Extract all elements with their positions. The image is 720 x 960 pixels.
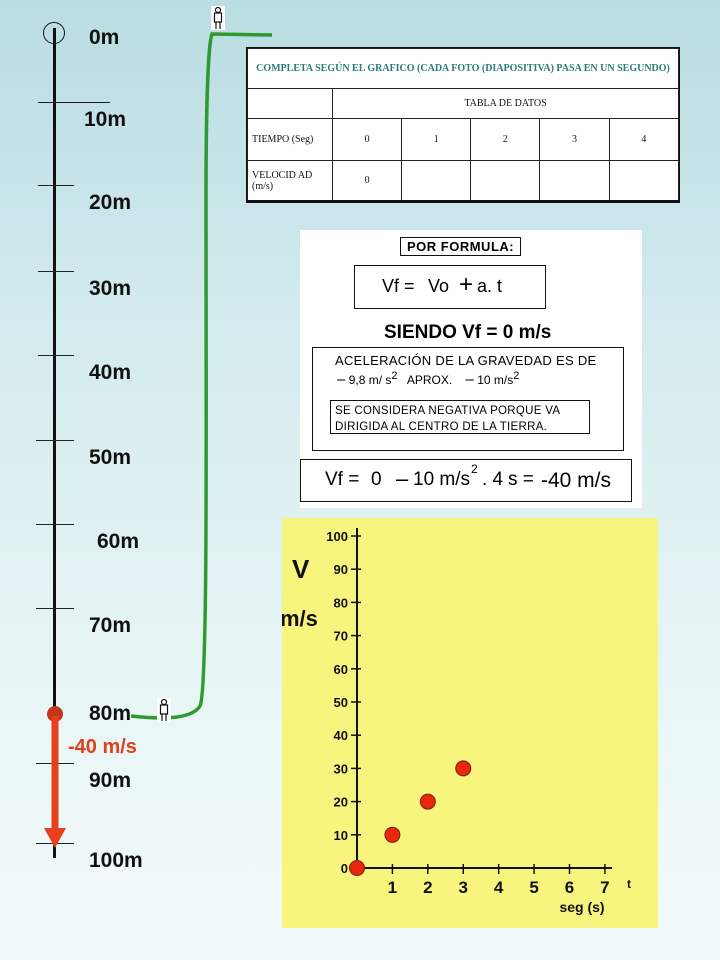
height-label: 10m [84,108,127,131]
velocity-cell[interactable]: 0 [331,160,403,203]
y-tick-label: 80 [334,595,348,610]
time-cell: 3 [539,118,610,162]
formula-title: POR FORMULA: [400,237,522,256]
height-label: 20m [89,191,132,214]
y-tick-label: 40 [334,728,348,743]
data-point [384,826,401,843]
formula-part: Vf = [325,469,360,490]
time-cell: 0 [331,118,403,162]
data-table: COMPLETA SEGÚN EL GRAFICO (CADA FOTO (DI… [246,47,680,203]
height-tick [38,271,74,272]
height-label: 90m [89,769,132,792]
height-tick [36,440,74,441]
time-row-label: TIEMPO (Seg) [247,118,333,162]
data-point [419,793,436,810]
x-axis-letter: t [627,877,631,891]
table-empty-cell [247,88,333,120]
time-cell: 1 [401,118,472,162]
velocity-cell[interactable] [401,160,472,203]
top-person-icon [211,6,225,30]
y-tick-label: 0 [341,861,348,876]
formula-part: 10 m/s [413,469,471,490]
gravity-title: ACELERACIÓN DE LA GRAVEDAD ES DE [335,353,597,368]
velocity-label: -40 m/s [68,736,137,758]
height-tick [38,185,74,186]
data-point [349,860,365,876]
velocity-cell[interactable] [539,160,610,203]
rope-path [130,32,273,720]
gravity-exact: 9,8 m/ s [348,373,392,387]
formula-part: Vf = [382,276,415,296]
height-label: 40m [89,361,132,384]
velocity-row-label: VELOCID AD (m/s) [247,160,333,203]
x-axis-label: seg (s) [559,899,604,915]
x-tick-label: 3 [459,878,468,897]
x-tick-label: 4 [494,878,504,897]
height-tick [36,608,74,609]
data-point [455,760,472,777]
height-label: 100m [89,849,143,872]
result-box: Vf = 0 – 10 m/s 2 . 4 s = -40 m/s [300,459,632,502]
y-tick-label: 100 [326,529,348,544]
y-axis-unit: m/s [282,606,318,631]
gravity-values: – 9,8 m/ s2 APROX. – 10 m/s2 [337,370,519,388]
x-tick-label: 2 [423,878,432,897]
minus-sign: – [337,371,346,388]
result-value: -40 m/s [541,469,612,492]
time-cell: 2 [470,118,541,162]
falling-ball [47,706,63,722]
velocity-cell[interactable] [608,160,680,203]
y-tick-label: 70 [334,629,348,644]
y-tick-label: 10 [334,828,348,843]
formula-part: 0 [371,469,382,490]
bottom-person-icon [157,698,171,722]
height-tick [36,524,74,525]
y-tick-label: 20 [334,795,348,810]
y-axis-label: V [292,554,310,584]
y-tick-label: 50 [334,695,348,710]
formula-panel: POR FORMULA: Vf = Vo + a. t SIENDO Vf = … [300,230,642,508]
formula-part: s = [508,469,534,490]
minus-sign: – [465,371,474,388]
height-tick [38,102,110,103]
time-cell: 4 [608,118,680,162]
formula-part: + [459,271,474,298]
gravity-box: ACELERACIÓN DE LA GRAVEDAD ES DE – 9,8 m… [312,347,624,451]
formula-part: . 4 [482,469,504,490]
x-tick-label: 7 [600,878,609,897]
table-title: COMPLETA SEGÚN EL GRAFICO (CADA FOTO (DI… [247,47,679,90]
top-marker-circle [43,22,65,44]
superscript: 2 [391,370,398,382]
height-label: 70m [89,614,132,637]
chart-svg: 0 10 20 30 40 50 60 70 80 90 100 1 2 3 4 5 6 7 t seg (s) Vm/… [280,528,631,915]
y-tick-label: 90 [334,562,348,577]
negative-note: SE CONSIDERA NEGATIVA PORQUE VA DIRIGIDA… [330,400,590,434]
height-tick [38,355,74,356]
height-label: 30m [89,277,132,300]
siendo-text: SIENDO Vf = 0 m/s [384,322,552,343]
formula-part: a. t [477,276,503,296]
y-tick-label: 60 [334,662,348,677]
table-subtitle: TABLA DE DATOS [332,88,679,120]
height-label: 0m [89,26,120,49]
formula-part: – [396,466,409,491]
superscript: 2 [513,370,520,382]
superscript: 2 [471,462,478,476]
x-tick-label: 1 [388,878,397,897]
height-scale-line [53,28,56,858]
approx-label: APROX. [406,373,453,387]
height-label: 50m [89,446,132,469]
velocity-arrowhead [44,828,66,848]
height-label: 80m [89,702,132,725]
velocity-cell[interactable] [470,160,541,203]
height-label: 60m [97,530,140,553]
x-tick-label: 5 [529,878,538,897]
x-tick-label: 6 [565,878,574,897]
y-tick-label: 30 [334,761,348,776]
formula-part: Vo [428,276,450,296]
formula-box: Vf = Vo + a. t [354,265,546,309]
gravity-approx: 10 m/s [477,373,514,387]
